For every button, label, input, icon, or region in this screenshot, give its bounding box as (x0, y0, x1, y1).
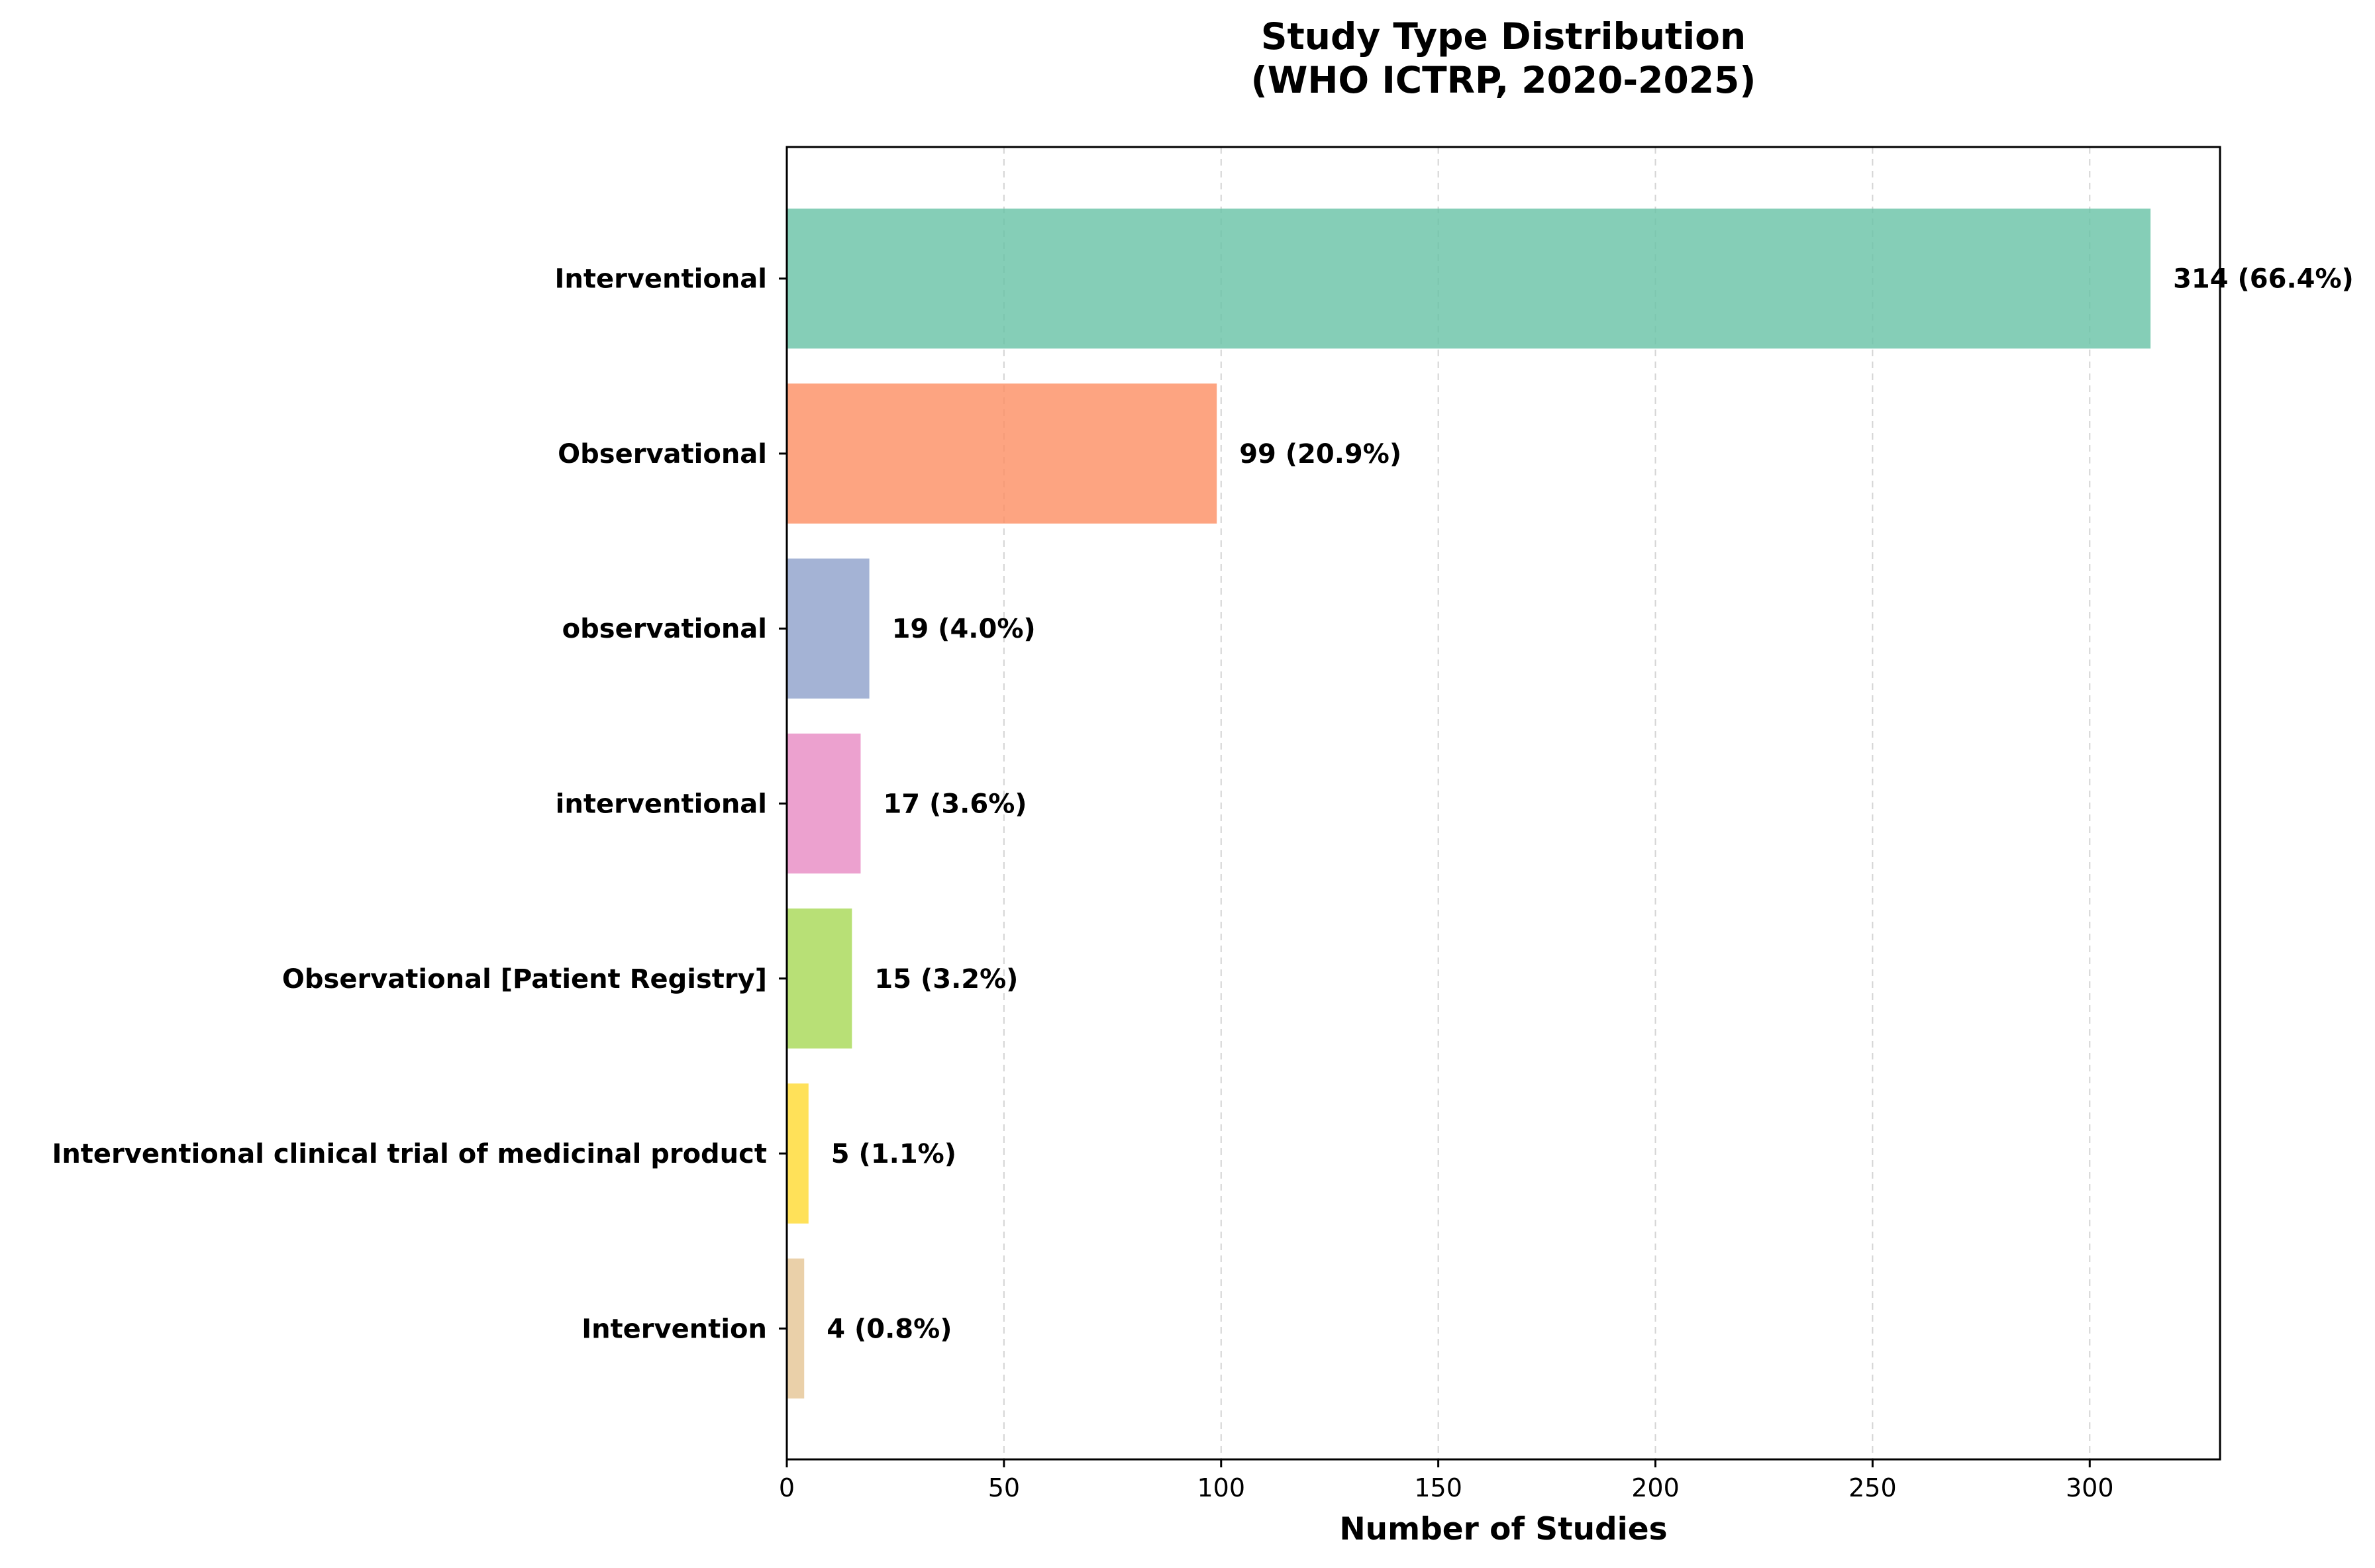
x-tick-label: 200 (1631, 1473, 1680, 1502)
x-tick-label: 0 (779, 1473, 795, 1502)
gridlines (1003, 147, 2091, 1459)
y-tick-label: Intervention (581, 1314, 767, 1344)
chart-title-line: (WHO ICTRP, 2020-2025) (1251, 59, 1756, 101)
y-tick-label: Interventional (554, 264, 767, 295)
y-tick-label: observational (562, 614, 767, 644)
y-tick-label: Interventional clinical trial of medicin… (52, 1139, 767, 1169)
y-axis: Interventional Observational observational… (52, 264, 787, 1344)
data-label: 314 (66.4%) (2173, 264, 2354, 295)
data-label: 15 (3.2%) (874, 964, 1018, 995)
data-label: 4 (0.8%) (827, 1314, 952, 1344)
bar (787, 1258, 805, 1399)
data-label: 99 (20.9%) (1239, 439, 1401, 469)
y-tick-label: Observational [Patient Registry] (282, 964, 767, 995)
y-tick-label: Observational (558, 439, 767, 469)
bar (787, 383, 1217, 524)
bar (787, 733, 861, 874)
x-tick-label: 300 (2066, 1473, 2114, 1502)
chart-title: Study Type Distribution(WHO ICTRP, 2020-… (1251, 15, 1756, 101)
x-tick-label: 100 (1197, 1473, 1245, 1502)
bars (787, 208, 2151, 1399)
x-axis: 0 50 100 150 200 250 300 (779, 1459, 2114, 1502)
y-tick-label: interventional (556, 789, 767, 820)
x-tick-label: 150 (1414, 1473, 1462, 1502)
data-label: 19 (4.0%) (892, 614, 1036, 644)
x-tick-label: 250 (1848, 1473, 1897, 1502)
bar (787, 558, 870, 699)
bar (787, 908, 852, 1049)
data-label: 17 (3.6%) (883, 789, 1027, 820)
x-axis-title: Number of Studies (1339, 1511, 1667, 1547)
data-labels: 314 (66.4%) 99 (20.9%) 19 (4.0%) 17 (3.6%) 1… (827, 264, 2354, 1345)
data-label: 5 (1.1%) (831, 1139, 956, 1169)
chart-title-line: Study Type Distribution (1261, 15, 1746, 58)
x-tick-label: 50 (988, 1473, 1020, 1502)
bar (787, 208, 2151, 349)
bar (787, 1083, 809, 1224)
